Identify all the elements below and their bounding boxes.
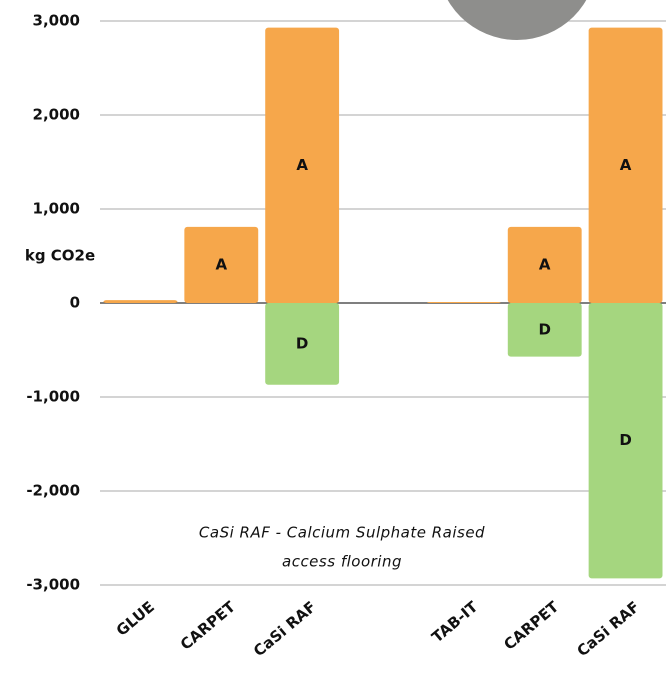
bar: [103, 300, 178, 303]
bar-label: D: [296, 334, 308, 352]
x-tick-label: GLUE: [113, 598, 158, 640]
annotation: access flooring: [282, 553, 402, 571]
bar-label: A: [539, 255, 551, 273]
decor-circle: [447, 0, 587, 40]
y-tick-label: 1,000: [33, 200, 80, 218]
bar: [265, 27, 340, 304]
bar: [265, 303, 340, 385]
y-tick-label: -3,000: [26, 576, 80, 594]
bar: [507, 226, 582, 303]
bar: [184, 226, 259, 303]
bar-label: D: [538, 320, 550, 338]
y-tick-label: -1,000: [26, 388, 80, 406]
y-tick-label: 2,000: [33, 106, 80, 124]
y-tick-label: -2,000: [26, 482, 80, 500]
bar: [426, 302, 501, 303]
y-tick-label: 3,000: [33, 12, 80, 30]
x-tick-label: CaSi RAF: [573, 598, 643, 660]
annotation: CaSi RAF - Calcium Sulphate Raised: [199, 524, 485, 542]
bar-label: A: [296, 156, 308, 174]
bar-label: A: [215, 255, 227, 273]
bar: [588, 27, 663, 304]
y-axis-label: kg CO2e: [25, 247, 95, 265]
bar: [507, 303, 582, 357]
bar: [588, 303, 663, 579]
x-tick-label: CARPET: [500, 597, 562, 653]
x-tick-label: TAB-IT: [428, 597, 482, 646]
y-tick-label: 0: [70, 294, 80, 312]
x-tick-label: CARPET: [177, 597, 239, 653]
bar-label: A: [620, 156, 632, 174]
bar-label: D: [619, 431, 631, 449]
x-tick-label: CaSi RAF: [250, 598, 320, 660]
